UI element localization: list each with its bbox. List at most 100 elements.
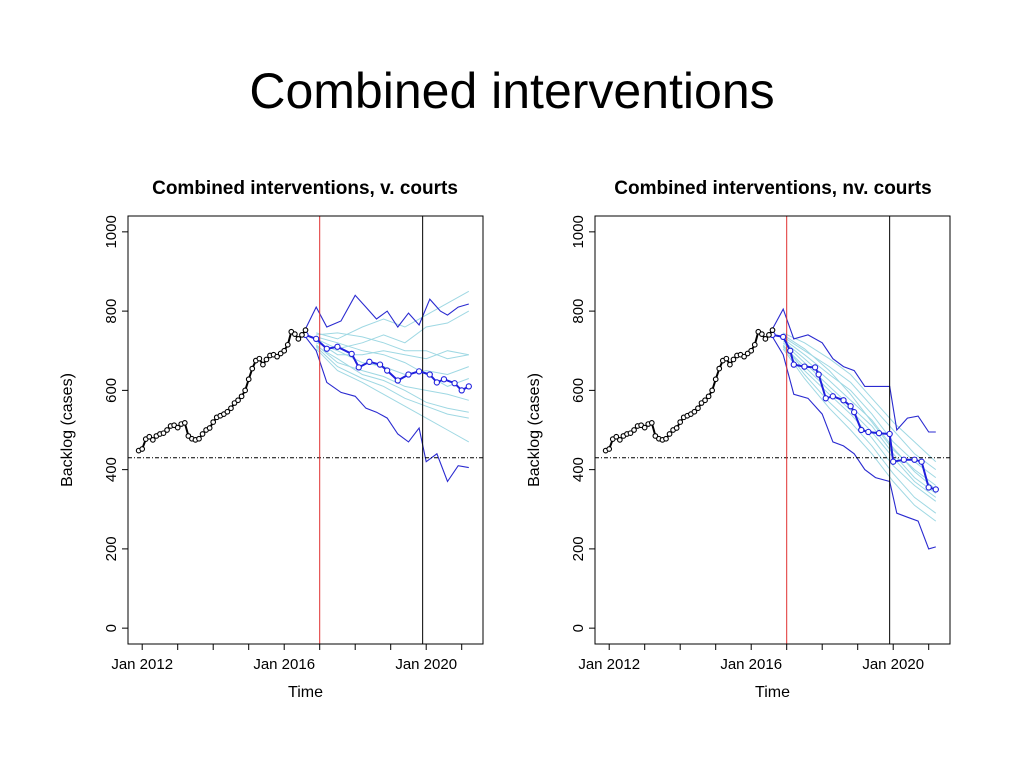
y-tick-label: 600 (103, 378, 120, 403)
simulation-line (782, 345, 937, 498)
observed-point (652, 433, 659, 439)
observed-point (256, 355, 263, 362)
observed-point (663, 435, 669, 442)
observed-point (263, 356, 270, 363)
median-point (415, 368, 423, 375)
median-point (451, 380, 458, 387)
median-point (355, 364, 362, 371)
median-point (801, 363, 808, 370)
median-point (815, 371, 822, 378)
observed-point (249, 365, 256, 372)
y-tick-label: 400 (103, 457, 120, 482)
observed-point (295, 336, 302, 342)
observed-point (139, 446, 146, 452)
median-point (394, 377, 401, 384)
y-tick-label: 600 (570, 378, 587, 403)
median-point (840, 397, 847, 404)
observed-point (302, 327, 309, 333)
observed-point (196, 435, 202, 442)
observed-point (698, 400, 705, 406)
observed-point (666, 431, 673, 437)
observed-point (631, 427, 637, 433)
y-tick-label: 200 (103, 536, 120, 561)
x-axis-label: Time (288, 684, 323, 701)
median-point (925, 484, 932, 491)
observed-point (673, 425, 680, 431)
observed-point (709, 387, 716, 394)
observed-point (206, 425, 213, 431)
observed-point (245, 376, 252, 383)
plot-frame (594, 215, 951, 645)
median-point (366, 358, 373, 365)
observed-point (691, 408, 698, 415)
median-point (932, 486, 939, 493)
median-point (911, 456, 918, 463)
observed-point (616, 437, 623, 443)
simulation-line (316, 290, 470, 340)
median-point (890, 458, 897, 465)
simulation-line (782, 340, 937, 490)
observed-point (160, 430, 167, 437)
observed-point (751, 341, 758, 348)
observed-point (284, 341, 291, 348)
simulation-line (316, 332, 469, 360)
observed-point (210, 419, 217, 425)
observed-point (716, 365, 723, 372)
observed-point (748, 347, 755, 354)
simulation-line (315, 344, 469, 401)
median-point (323, 345, 330, 352)
median-point (458, 387, 465, 394)
median-point (376, 361, 384, 368)
median-point (822, 395, 829, 402)
observed-point (677, 419, 684, 425)
y-tick-label: 1000 (103, 215, 120, 248)
simulation-line (782, 336, 937, 471)
simulation-line (315, 348, 470, 443)
observed-point (164, 427, 170, 433)
observed-point (228, 405, 234, 412)
observed-point (627, 430, 634, 437)
median-point (918, 458, 925, 465)
simulation-line (315, 345, 469, 413)
observed-point (181, 420, 188, 426)
observed-point (695, 405, 701, 412)
y-axis-label: Backlog (cases) (526, 373, 543, 487)
median-point (858, 426, 865, 434)
median-point (790, 361, 797, 368)
observed-point (242, 387, 248, 394)
x-tick-label: Jan 2012 (111, 656, 173, 673)
observed-point (762, 336, 769, 342)
simulation-line (315, 340, 469, 360)
observed-point (730, 356, 737, 363)
median-point (811, 364, 819, 371)
median-point (865, 428, 872, 436)
observed-point (606, 446, 613, 452)
median-point (312, 335, 320, 343)
observed-point (766, 332, 772, 338)
observed-point (150, 437, 156, 443)
x-tick-label: Jan 2012 (578, 656, 640, 673)
simulation-line (782, 348, 937, 522)
observed-point (199, 431, 206, 437)
simulation-line (316, 342, 469, 376)
median-line (772, 333, 937, 491)
median-point (465, 383, 472, 390)
chart-title: Combined interventions, v. courts (152, 178, 458, 199)
observed-point (231, 400, 238, 406)
observed-point (741, 353, 747, 360)
median-point (433, 379, 440, 386)
upper-bound-line (305, 294, 469, 330)
observed-point (648, 420, 655, 426)
chart-title: Combined interventions, nv. courts (614, 178, 931, 199)
observed-point (238, 393, 245, 400)
observed-point (281, 347, 288, 354)
x-tick-label: Jan 2016 (720, 656, 782, 673)
chart-panel-2: Combined interventions, nv. courts 0 200 40… (526, 178, 951, 701)
simulation-line (782, 344, 937, 502)
plot-frame (127, 215, 484, 645)
observed-point (277, 350, 284, 357)
y-tick-label: 800 (570, 299, 587, 324)
x-tick-label: Jan 2016 (253, 656, 315, 673)
y-tick-label: 800 (103, 299, 120, 324)
median-point (426, 371, 433, 378)
